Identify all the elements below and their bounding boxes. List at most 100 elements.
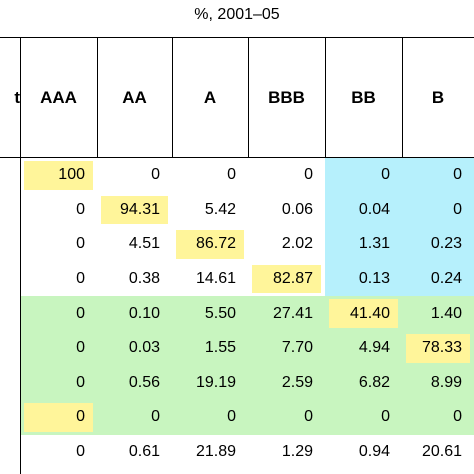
cell-value: 21.89	[195, 443, 236, 461]
column-header-bbb: BBB	[268, 88, 305, 107]
table-cell: 1.40	[402, 296, 474, 331]
column-header-bb: BB	[351, 88, 376, 107]
table-cell: 5.42	[172, 193, 248, 228]
cell-value: 0	[76, 200, 85, 218]
cell-value: 0	[76, 304, 85, 322]
table-cell: 0.13	[325, 262, 402, 297]
table-cell: 0.04	[325, 193, 402, 228]
table-cell: 94.31	[97, 193, 172, 228]
table-cell: 0	[325, 400, 402, 435]
cell-value: 0.24	[430, 270, 462, 288]
cell-value: 7.70	[281, 339, 313, 357]
header-bottom-rule	[0, 157, 474, 158]
table-cell: 0.94	[325, 435, 402, 470]
table-cell: 21.89	[172, 435, 248, 470]
table-cell: 1.55	[172, 331, 248, 366]
body-left-border	[20, 158, 21, 474]
cell-value: 1.40	[430, 304, 462, 322]
cell-value: 0.61	[128, 443, 160, 461]
table-cell: 7.70	[248, 331, 325, 366]
cell-value: 100	[58, 166, 85, 184]
table-cell: 41.40	[325, 296, 402, 331]
highlight-cell	[101, 195, 168, 225]
table-cell: 78.33	[402, 331, 474, 366]
table-cell: 0	[402, 158, 474, 193]
table-cell: 0	[97, 400, 172, 435]
cell-value: 1.31	[358, 235, 390, 253]
header-column-divider	[20, 37, 21, 158]
cell-value: 0	[76, 270, 85, 288]
cell-value: 0.04	[358, 200, 390, 218]
cell-value: 2.59	[281, 373, 313, 391]
table-cell: 2.02	[248, 227, 325, 262]
table-cell: 6.82	[325, 366, 402, 401]
cell-value: 0	[76, 235, 85, 253]
cell-value: 1.29	[281, 443, 313, 461]
table-cell: 0	[20, 296, 97, 331]
table-cell: 100	[20, 158, 97, 193]
header-column-divider	[402, 37, 403, 158]
cell-value: 86.72	[195, 235, 236, 253]
cell-value: 0	[381, 408, 390, 426]
cell-value: 0	[76, 408, 85, 426]
table-cell: 0.61	[97, 435, 172, 470]
header-top-rule	[0, 37, 474, 38]
cell-value: 78.33	[421, 339, 462, 357]
table-cell: 4.51	[97, 227, 172, 262]
table-cell: 0	[20, 193, 97, 228]
cell-value: 0.13	[358, 270, 390, 288]
cell-value: 0	[381, 166, 390, 184]
header-column-divider	[172, 37, 173, 158]
cell-value: 0	[76, 339, 85, 357]
cell-value: 0	[453, 200, 462, 218]
table-cell: 1.31	[325, 227, 402, 262]
cell-value: 19.19	[195, 373, 236, 391]
table-cell: 0	[402, 400, 474, 435]
table-cell: 82.87	[248, 262, 325, 297]
speculative-band-top	[325, 158, 474, 297]
table-cell: 8.99	[402, 366, 474, 401]
cell-value: 14.61	[195, 270, 236, 288]
table-cell: 0	[20, 262, 97, 297]
column-header-a: A	[203, 88, 217, 107]
table-cell: 0.10	[97, 296, 172, 331]
table-cell: 0	[20, 227, 97, 262]
header-column-divider	[325, 37, 326, 158]
cell-value: 0	[151, 166, 160, 184]
table-cell: 0	[325, 158, 402, 193]
table-cell: 0.38	[97, 262, 172, 297]
cell-value: 0	[227, 166, 236, 184]
table-cell: 2.59	[248, 366, 325, 401]
cell-value: 27.41	[272, 304, 313, 322]
cell-value: 4.51	[128, 235, 160, 253]
column-header-aaa: AAA	[40, 88, 77, 107]
cell-value: 2.02	[281, 235, 313, 253]
table-cell: 0	[248, 158, 325, 193]
table-cell: 5.50	[172, 296, 248, 331]
table-cell: 0.03	[97, 331, 172, 366]
table-cell: 86.72	[172, 227, 248, 262]
table-cell: 0	[248, 400, 325, 435]
table-cell: 0	[20, 331, 97, 366]
table-cell: 0	[20, 400, 97, 435]
highlight-cell	[252, 264, 321, 294]
column-header-aa: AA	[122, 88, 147, 107]
cell-value: 0	[76, 373, 85, 391]
cell-value: 0	[453, 408, 462, 426]
highlight-cell	[24, 161, 93, 190]
table-cell: 0	[97, 158, 172, 193]
table-cell: 0	[20, 366, 97, 401]
table-cell: 0	[172, 158, 248, 193]
cell-value: 6.82	[358, 373, 390, 391]
cell-value: 0.38	[128, 270, 160, 288]
cell-value: 0	[227, 408, 236, 426]
cell-value: 0	[151, 408, 160, 426]
cell-value: 0.94	[358, 443, 390, 461]
highlight-cell	[406, 334, 470, 363]
cell-value: 20.61	[421, 443, 462, 461]
table-cell: 0	[20, 435, 97, 470]
table-cell: 20.61	[402, 435, 474, 470]
cell-value: 0.23	[430, 235, 462, 253]
cell-value: 82.87	[272, 270, 313, 288]
